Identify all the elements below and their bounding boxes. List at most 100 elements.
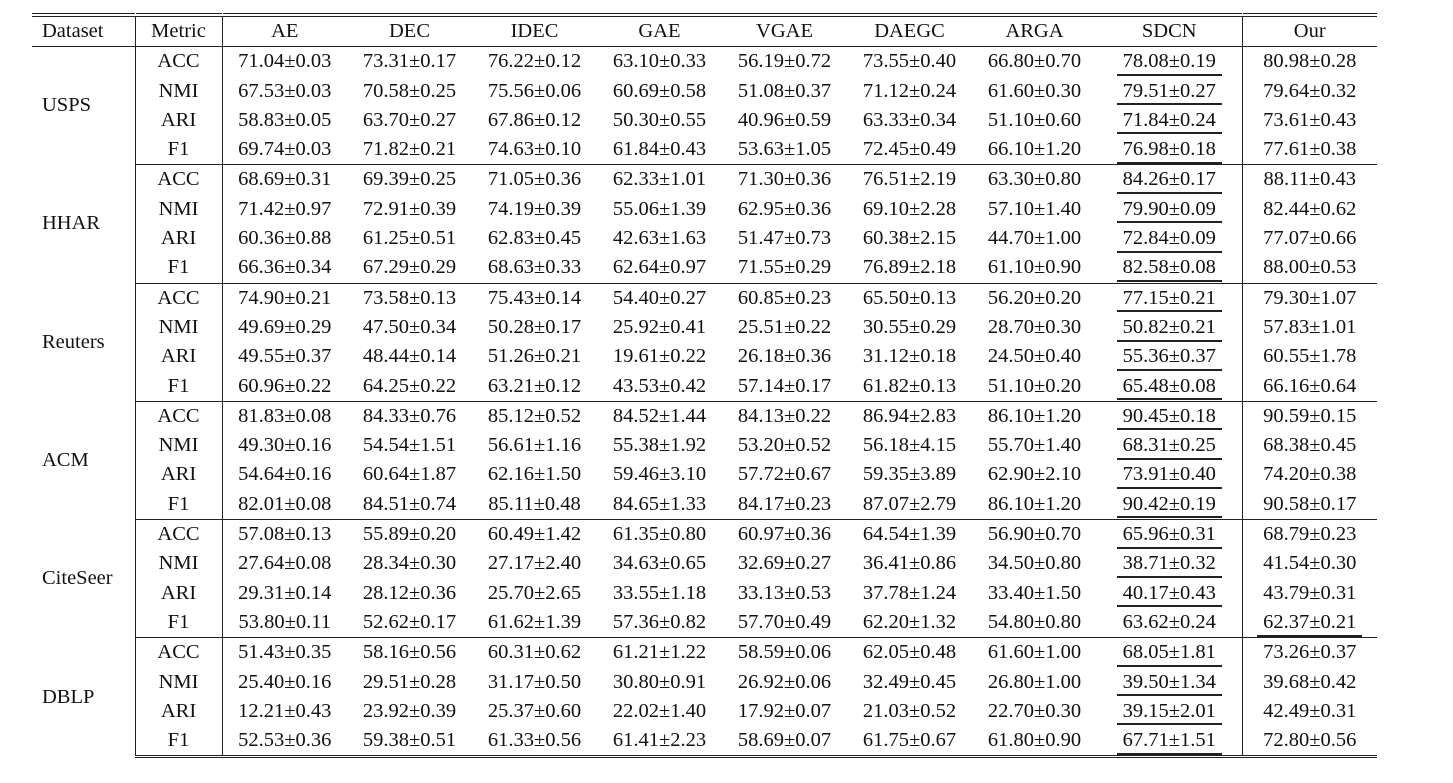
value-cell: 62.83±0.45 — [487, 227, 582, 250]
metric-name: NMI — [134, 194, 222, 225]
value-cell: 53.20±0.52 — [737, 434, 832, 457]
second-best-cell: 79.51±0.27 — [1097, 77, 1242, 106]
value-cell: 61.84±0.43 — [597, 135, 722, 166]
dataset-group: Reuters ACC 74.90±0.21 73.58±0.13 75.43±0.14… — [32, 283, 1377, 402]
value-cell: 34.63±0.65 — [612, 552, 707, 575]
value-cell: 24.50±0.40 — [987, 345, 1082, 368]
value-cell: 60.49±1.42 — [487, 523, 582, 546]
value-cell: 25.37±0.60 — [487, 699, 582, 722]
best-cell: 82.44±0.62 — [1241, 194, 1377, 225]
value-cell: 81.83±0.08 — [221, 401, 347, 432]
value-cell: 73.58±0.13 — [362, 286, 457, 309]
cell-value: 71.84±0.24 — [1116, 109, 1222, 135]
cell-value: 79.51±0.27 — [1116, 80, 1222, 106]
table-row: NMI 27.64±0.08 28.34±0.30 27.17±2.40 34.63±0… — [32, 549, 1377, 579]
value-cell: 62.95±0.36 — [737, 197, 832, 220]
cell-value: 73.91±0.40 — [1116, 463, 1222, 490]
value-cell: 49.30±0.16 — [221, 431, 347, 461]
value-cell: 28.34±0.30 — [362, 552, 457, 575]
best-cell: 88.11±0.43 — [1241, 164, 1377, 195]
column-header: Dataset — [32, 13, 135, 48]
value-cell: 60.96±0.22 — [221, 371, 347, 402]
best-cell: 77.07±0.66 — [1241, 224, 1377, 254]
cell-value: 39.15±2.01 — [1116, 700, 1222, 726]
value-cell: 84.52±1.44 — [612, 404, 707, 427]
value-cell: 22.02±1.40 — [612, 699, 707, 722]
best-cell: 80.98±0.28 — [1241, 46, 1377, 77]
dataset-group: ACM ACC 81.83±0.08 84.33±0.76 85.12±0.52 84.5… — [32, 401, 1377, 521]
second-best-cell: 71.84±0.24 — [1097, 106, 1242, 135]
value-cell: 23.92±0.39 — [362, 699, 457, 722]
column-header: Our — [1241, 13, 1378, 48]
value-cell: 32.69±0.27 — [737, 552, 832, 575]
value-cell: 51.10±0.20 — [972, 371, 1097, 402]
best-cell: 77.61±0.38 — [1241, 135, 1377, 166]
value-cell: 31.17±0.50 — [487, 670, 582, 693]
value-cell: 60.64±1.87 — [362, 463, 457, 486]
cell-value: 72.84±0.09 — [1116, 227, 1222, 253]
value-cell: 57.10±1.40 — [987, 197, 1082, 220]
value-cell: 59.46±3.10 — [612, 463, 707, 486]
second-best-cell: 65.48±0.08 — [1097, 371, 1242, 402]
value-cell: 47.50±0.34 — [362, 315, 457, 338]
value-cell: 42.63±1.63 — [612, 227, 707, 250]
table-row: NMI 71.42±0.97 72.91±0.39 74.19±0.39 55.06±1… — [32, 194, 1377, 225]
dataset-name: USPS — [42, 94, 92, 117]
cell-value: 39.50±1.34 — [1116, 671, 1222, 697]
value-cell: 60.36±0.88 — [221, 224, 347, 254]
value-cell: 72.91±0.39 — [362, 197, 457, 220]
best-cell: 79.30±1.07 — [1241, 283, 1377, 313]
second-best-cell: 73.91±0.40 — [1097, 460, 1242, 490]
second-best-cell: 38.71±0.32 — [1097, 549, 1242, 578]
table-row: HHAR ACC 68.69±0.31 69.39±0.25 71.05±0.36 62.… — [32, 164, 1377, 234]
second-best-cell: 72.84±0.09 — [1097, 224, 1242, 253]
value-cell: 36.41±0.86 — [862, 552, 957, 575]
value-cell: 61.10±0.90 — [972, 253, 1097, 284]
value-cell: 56.19±0.72 — [737, 50, 832, 73]
table-row: NMI 25.40±0.16 29.51±0.28 31.17±0.50 30.80±0… — [32, 667, 1377, 697]
second-best-cell: 65.96±0.31 — [1097, 520, 1242, 550]
value-cell: 51.26±0.21 — [487, 345, 582, 368]
table-row: F1 52.53±0.36 59.38±0.51 61.33±0.56 61.41±2.… — [32, 726, 1377, 759]
value-cell: 61.60±1.00 — [987, 641, 1082, 664]
second-best-cell: 62.37±0.21 — [1241, 607, 1377, 639]
value-cell: 67.86±0.12 — [487, 108, 582, 131]
value-cell: 82.01±0.08 — [221, 489, 347, 521]
table-row: ARI 49.55±0.37 48.44±0.14 51.26±0.21 19.61±0… — [32, 342, 1377, 372]
value-cell: 57.72±0.67 — [737, 463, 832, 486]
second-best-cell: 40.17±0.43 — [1097, 579, 1242, 608]
value-cell: 54.64±0.16 — [221, 460, 347, 490]
value-cell: 61.33±0.56 — [472, 726, 597, 759]
value-cell: 44.70±1.00 — [987, 227, 1082, 250]
value-cell: 55.70±1.40 — [987, 434, 1082, 457]
value-cell: 71.55±0.29 — [722, 253, 847, 284]
table-row: ACM ACC 81.83±0.08 84.33±0.76 85.12±0.52 84.5… — [32, 401, 1377, 471]
value-cell: 43.53±0.42 — [597, 371, 722, 402]
column-header: GAE — [597, 13, 722, 48]
value-cell: 62.90±2.10 — [987, 463, 1082, 486]
value-cell: 51.43±0.35 — [221, 637, 347, 668]
best-cell: 43.79±0.31 — [1241, 578, 1377, 608]
value-cell: 84.51±0.74 — [347, 489, 472, 521]
value-cell: 68.69±0.31 — [221, 164, 347, 195]
value-cell: 27.17±2.40 — [487, 552, 582, 575]
best-cell: 66.16±0.64 — [1241, 371, 1377, 402]
dataset-name: DBLP — [42, 685, 95, 708]
value-cell: 26.92±0.06 — [737, 670, 832, 693]
value-cell: 64.25±0.22 — [347, 371, 472, 402]
value-cell: 50.30±0.55 — [612, 108, 707, 131]
value-cell: 84.33±0.76 — [362, 404, 457, 427]
cell-value: 84.26±0.17 — [1116, 168, 1222, 195]
value-cell: 74.90±0.21 — [221, 283, 347, 313]
value-cell: 67.29±0.29 — [347, 253, 472, 284]
second-best-cell: 39.50±1.34 — [1097, 668, 1242, 697]
column-header: DEC — [347, 13, 472, 48]
value-cell: 37.78±1.24 — [862, 581, 957, 604]
value-cell: 59.35±3.89 — [862, 463, 957, 486]
value-cell: 55.38±1.92 — [612, 434, 707, 457]
value-cell: 69.74±0.03 — [221, 135, 347, 166]
value-cell: 33.40±1.50 — [987, 581, 1082, 604]
value-cell: 72.45±0.49 — [847, 135, 972, 166]
value-cell: 57.08±0.13 — [221, 519, 347, 550]
value-cell: 73.55±0.40 — [862, 50, 957, 73]
